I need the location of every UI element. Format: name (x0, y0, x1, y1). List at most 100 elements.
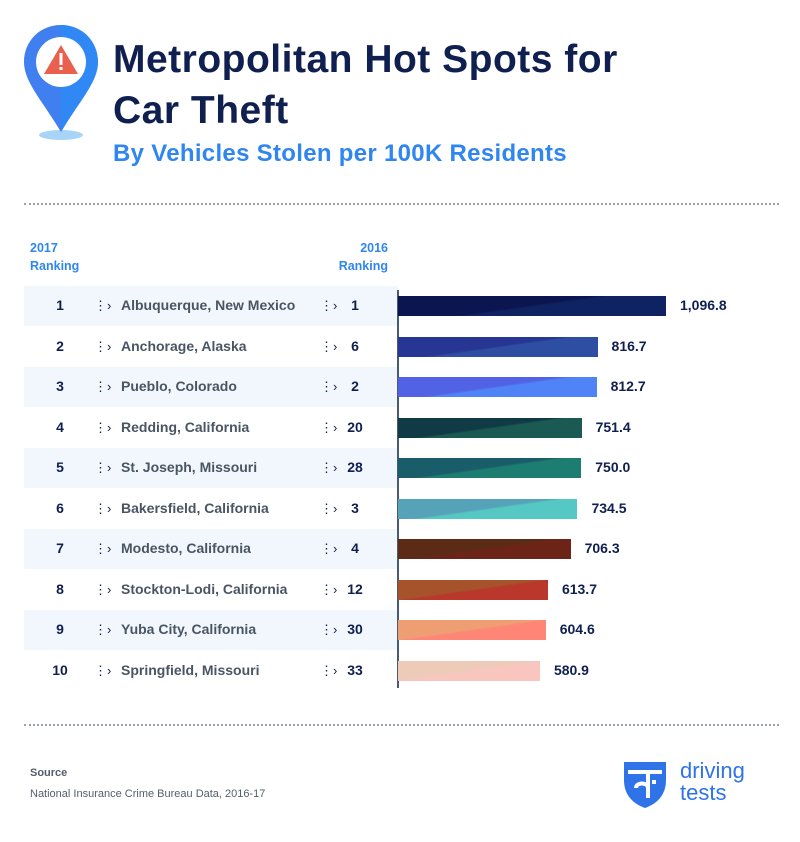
city-name: Pueblo, Colorado (121, 378, 237, 394)
column-header-2017-ranking: 2017 Ranking (30, 239, 79, 275)
table-row: 10 ⋮› Springfield, Missouri ⋮› 33 (24, 651, 398, 691)
table-row: 6 ⋮› Bakersfield, California ⋮› 3 (24, 489, 398, 529)
divider (24, 724, 779, 726)
table-row: 3 ⋮› Pueblo, Colorado ⋮› 2 (24, 367, 398, 407)
value-label: 751.4 (595, 418, 631, 435)
chevron-right-icon: ⋮› (94, 298, 112, 313)
value-label: 1,096.8 (680, 297, 727, 313)
table-row: 1 ⋮› Albuquerque, New Mexico ⋮› 1 (24, 286, 398, 326)
bar (398, 377, 597, 397)
header-text: 2017 (30, 241, 58, 255)
chevron-right-icon: ⋮› (94, 460, 112, 475)
rank-2016: 20 (347, 418, 363, 435)
chevron-right-icon: ⋮› (94, 338, 112, 354)
value-label: 613.7 (561, 580, 597, 597)
chevron-right-icon: ⋮› (94, 541, 112, 556)
bar (398, 660, 540, 681)
value-label: 706.3 (584, 540, 620, 556)
bar (398, 458, 582, 478)
source-text: National Insurance Crime Bureau Data, 20… (30, 788, 266, 800)
rank-2016: 1 (351, 297, 359, 313)
city-name: Yuba City, California (121, 621, 257, 637)
rank-2016: 33 (347, 661, 363, 678)
rank-2016: 2 (351, 378, 359, 394)
chevron-right-icon: ⋮› (94, 622, 112, 637)
city-name: Albuquerque, New Mexico (121, 297, 296, 313)
header-text: Ranking (30, 259, 80, 273)
table-row: 7 ⋮› Modesto, California ⋮› 4 (24, 529, 398, 569)
rank-2017: 4 (56, 418, 64, 435)
header-text: Ranking (338, 259, 388, 273)
title-line-2: Car Theft (113, 89, 289, 132)
rank-2016: 30 (347, 621, 363, 637)
chevron-right-icon: ⋮› (320, 379, 338, 394)
chevron-right-icon: ⋮› (320, 541, 338, 556)
chevron-right-icon: ⋮› (320, 581, 338, 597)
value-label: 604.6 (559, 621, 595, 637)
table-row: 9 ⋮› Yuba City, California ⋮› 30 (24, 610, 398, 650)
city-name: Anchorage, Alaska (121, 337, 247, 354)
chevron-right-icon: ⋮› (320, 662, 338, 678)
chevron-right-icon: ⋮› (94, 379, 112, 394)
rank-2016: 6 (351, 337, 359, 354)
chevron-right-icon: ⋮› (94, 419, 112, 435)
rank-2017: 9 (56, 621, 64, 637)
map-pin-warning-icon (24, 25, 98, 140)
divider (24, 203, 779, 205)
chevron-right-icon: ⋮› (320, 500, 338, 516)
rank-2016: 3 (351, 499, 359, 516)
table-row: 4 ⋮› Redding, California ⋮› 20 (24, 408, 398, 448)
value-label: 816.7 (611, 337, 647, 354)
chevron-right-icon: ⋮› (94, 500, 112, 516)
rank-2017: 2 (56, 337, 64, 354)
logo-line-2: tests (680, 780, 727, 805)
city-name: Bakersfield, California (121, 499, 269, 516)
city-name: Redding, California (121, 418, 250, 435)
chevron-right-icon: ⋮› (320, 338, 338, 354)
rank-2016: 4 (351, 540, 359, 556)
chevron-right-icon: ⋮› (320, 460, 338, 475)
rank-2016: 12 (347, 580, 363, 597)
city-name: St. Joseph, Missouri (121, 459, 258, 475)
rank-2017: 8 (56, 580, 64, 597)
city-name: Springfield, Missouri (121, 661, 260, 678)
city-name: Modesto, California (121, 540, 251, 556)
chevron-right-icon: ⋮› (320, 622, 338, 637)
rank-2017: 10 (52, 661, 68, 678)
city-name: Stockton-Lodi, California (121, 580, 288, 597)
chevron-right-icon: ⋮› (94, 662, 112, 678)
value-label: 750.0 (595, 459, 631, 475)
chevron-right-icon: ⋮› (320, 298, 338, 313)
bar (398, 336, 598, 357)
value-label: 812.7 (610, 378, 646, 394)
page-title: Metropolitan Hot Spots for Car Theft (113, 34, 618, 136)
source-label: Source (30, 767, 68, 779)
value-label: 734.5 (591, 499, 627, 516)
chevron-right-icon: ⋮› (320, 419, 338, 435)
logo-text: driving tests (680, 760, 745, 804)
table-row: 8 ⋮› Stockton-Lodi, California ⋮› 12 (24, 570, 398, 610)
bar (398, 296, 666, 316)
driving-tests-logo-icon (624, 762, 666, 808)
rank-2017: 1 (56, 297, 64, 313)
rank-2017: 5 (56, 459, 64, 475)
bar (398, 498, 578, 519)
bar (398, 417, 582, 438)
table-row: 2 ⋮› Anchorage, Alaska ⋮› 6 (24, 327, 398, 367)
rank-2017: 6 (56, 499, 64, 516)
subtitle: By Vehicles Stolen per 100K Residents (113, 140, 567, 167)
rank-2017: 3 (56, 378, 64, 394)
chevron-right-icon: ⋮› (94, 581, 112, 597)
title-line-1: Metropolitan Hot Spots for (113, 38, 618, 81)
rank-2017: 7 (56, 540, 64, 556)
table-row: 5 ⋮› St. Joseph, Missouri ⋮› 28 (24, 448, 398, 488)
bar-axis (397, 290, 399, 688)
bar (398, 579, 548, 600)
logo-line-1: driving (680, 758, 745, 783)
bar (398, 620, 546, 640)
bar (398, 539, 571, 559)
rank-2016: 28 (347, 459, 363, 475)
value-label: 580.9 (553, 661, 589, 678)
column-header-2016-ranking: 2016 Ranking (333, 239, 388, 275)
